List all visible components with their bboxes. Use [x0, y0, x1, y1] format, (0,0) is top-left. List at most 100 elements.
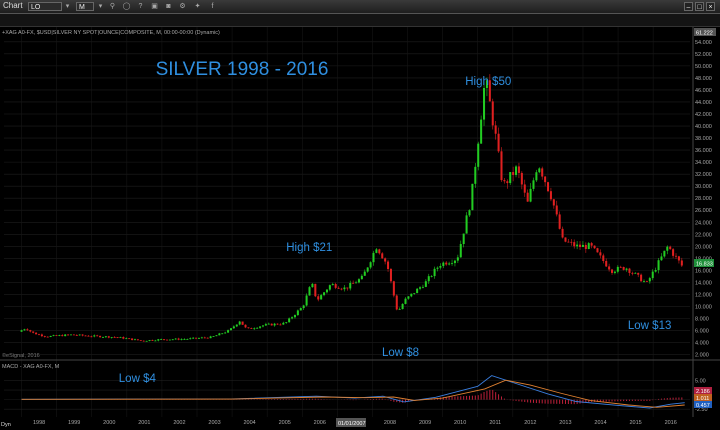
- candle-body: [116, 337, 119, 338]
- candle-body: [320, 295, 323, 300]
- close-button[interactable]: ×: [706, 2, 715, 11]
- symbol-input[interactable]: LO: [28, 2, 62, 11]
- symbol-dropdown-icon[interactable]: ▾: [65, 3, 70, 10]
- help-icon[interactable]: ?: [138, 3, 143, 10]
- candle-body: [392, 281, 395, 296]
- candle-body: [357, 279, 360, 283]
- time-tick: 2004: [244, 420, 256, 426]
- minimize-button[interactable]: –: [684, 2, 693, 11]
- candle-body: [267, 323, 270, 325]
- twitter-icon[interactable]: ✦: [194, 3, 201, 10]
- candle-body: [619, 266, 622, 268]
- link-icon[interactable]: ⚲: [109, 3, 116, 10]
- candle-body: [69, 334, 73, 336]
- candle-body: [302, 305, 305, 309]
- candle-body: [151, 340, 154, 341]
- current-price-value: 16.833: [696, 262, 713, 268]
- price-tick: 38.000: [695, 136, 712, 142]
- maximize-button[interactable]: □: [695, 2, 704, 11]
- macd-tick: -2.50: [695, 407, 708, 413]
- time-tick: 2014: [594, 420, 606, 426]
- candle-body: [389, 269, 392, 282]
- candle-body: [456, 257, 459, 261]
- candle-body: [215, 335, 218, 337]
- candle-body: [666, 246, 669, 251]
- candle-body: [477, 143, 480, 167]
- candle-body: [256, 327, 259, 329]
- candle-body: [573, 242, 576, 247]
- watermark: ©eSignal, 2016: [2, 352, 40, 359]
- price-tick: 46.000: [695, 88, 712, 94]
- candle-body: [529, 188, 532, 202]
- footer-label: Dyn: [1, 422, 11, 428]
- candle-body: [67, 334, 70, 336]
- candle-body: [125, 338, 128, 340]
- period-dropdown-icon[interactable]: ▾: [98, 3, 103, 10]
- candle-body: [122, 337, 125, 339]
- candle-body: [293, 315, 296, 318]
- candle-body: [136, 339, 139, 341]
- price-tick: 40.000: [695, 124, 712, 130]
- macd-signal-tag: [694, 394, 712, 401]
- date-tag-text: 01/01/2007: [338, 421, 366, 427]
- candle-body: [261, 325, 264, 327]
- candle-body: [581, 244, 584, 248]
- candle-body: [503, 180, 506, 182]
- candle-body: [209, 336, 212, 339]
- candle-body: [605, 260, 608, 267]
- time-axis[interactable]: 1998199920002001200220032004200520062007…: [33, 420, 677, 426]
- candle-body: [558, 214, 561, 229]
- circle-icon[interactable]: ◯: [122, 3, 131, 10]
- price-tick: 24.000: [695, 220, 712, 226]
- candle-body: [628, 268, 631, 273]
- candle-body: [483, 88, 486, 120]
- candle-body: [87, 335, 90, 337]
- time-tick: 2001: [138, 420, 150, 426]
- candle-body: [78, 334, 81, 336]
- candle-body: [462, 233, 465, 245]
- candle-body: [186, 339, 189, 340]
- candle-body: [218, 333, 221, 336]
- time-tick: 1999: [68, 420, 80, 426]
- candle-body: [674, 255, 678, 257]
- candle-body: [195, 337, 198, 339]
- camera-icon[interactable]: ◙: [166, 3, 171, 10]
- candle-body: [474, 166, 477, 184]
- candle-body: [453, 260, 456, 264]
- candle-body: [579, 244, 582, 248]
- macd-tick: 5.00: [695, 379, 706, 385]
- candle-body: [212, 336, 215, 337]
- period-input[interactable]: M: [76, 2, 94, 11]
- chart-area[interactable]: 2.000 4.000 6.000 8.000 10.000 12.000 14.000 16…: [0, 27, 720, 430]
- candle-body: [104, 336, 107, 338]
- macd-value-2: 1.011: [696, 396, 709, 402]
- candle-body: [549, 191, 552, 200]
- candle-body: [157, 339, 160, 341]
- candle-body: [131, 338, 134, 341]
- candle-body: [84, 335, 87, 337]
- candle-body: [107, 336, 110, 338]
- candle-body: [311, 283, 314, 288]
- candle-body: [325, 289, 328, 293]
- candle-body: [410, 293, 413, 297]
- price-tick: 32.000: [695, 172, 712, 178]
- candle-body: [285, 322, 288, 324]
- candle-body: [424, 281, 427, 287]
- candle-body: [515, 166, 518, 175]
- facebook-icon[interactable]: f: [211, 3, 214, 10]
- candle-body: [331, 284, 334, 286]
- candle-body: [642, 281, 646, 282]
- candle-body: [488, 80, 491, 102]
- candle-body: [459, 244, 462, 258]
- settings-icon[interactable]: ⚙: [179, 3, 186, 10]
- candle-body: [64, 334, 67, 337]
- candle-body: [32, 331, 35, 333]
- candle-body: [29, 330, 32, 332]
- price-tick: 48.000: [695, 76, 712, 82]
- candle-body: [375, 249, 378, 253]
- price-tick: 34.000: [695, 160, 712, 166]
- candle-body: [128, 338, 131, 340]
- price-tick: 2.000: [695, 353, 709, 359]
- image-icon[interactable]: ▣: [151, 3, 158, 10]
- candle-body: [171, 339, 174, 341]
